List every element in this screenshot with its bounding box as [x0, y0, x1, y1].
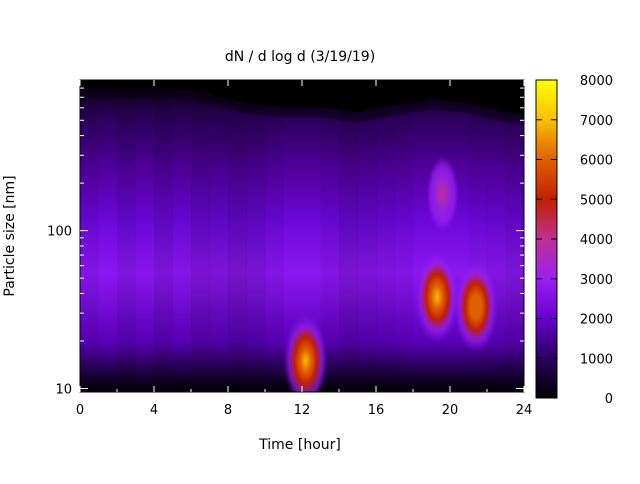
x-tick-label: 0	[76, 403, 84, 418]
x-tick-label: 12	[294, 403, 311, 418]
x-tick-label: 8	[224, 403, 232, 418]
heatmap-column	[172, 80, 192, 392]
colorbar-tick-label: 8000	[580, 74, 613, 89]
no-data-region	[80, 80, 524, 116]
heatmap-feature	[283, 314, 328, 392]
y-tick-label: 10	[55, 382, 72, 397]
heatmap-column	[376, 80, 395, 392]
x-axis-label: Time [hour]	[258, 437, 341, 453]
heatmap-column	[394, 80, 414, 392]
colorbar-tick-label: 5000	[580, 193, 613, 208]
heatmap-column	[209, 80, 229, 392]
heatmap-column	[320, 80, 340, 392]
colorbar-tick-label: 1000	[580, 352, 613, 367]
heatmap-area	[80, 80, 524, 392]
heatmap-columns	[80, 80, 524, 392]
heatmap-column	[191, 80, 210, 392]
colorbar-axis: 0 1000 2000 3000 4000 5000 6000 7000 8000	[536, 74, 613, 407]
heatmap-column	[154, 80, 173, 392]
colorbar-tick-label: 6000	[580, 154, 613, 169]
colorbar-tick-label: 2000	[580, 313, 613, 328]
colorbar-tick-label: 0	[605, 392, 613, 407]
heatmap-column	[117, 80, 136, 392]
cutoff-edge	[80, 88, 524, 125]
heatmap-column	[487, 80, 506, 392]
x-tick-label: 16	[368, 403, 385, 418]
heatmap-column	[136, 80, 155, 392]
chart-title: dN / d log d (3/19/19)	[225, 49, 375, 65]
y-tick-label: 100	[47, 225, 72, 240]
heatmap-column	[228, 80, 247, 392]
heatmap-feature	[453, 260, 498, 353]
heatmap-column	[246, 80, 266, 392]
heatmap-feature	[426, 156, 459, 233]
heatmap-column	[357, 80, 377, 392]
x-axis: 0 4 8 12 16 20 24	[76, 80, 532, 418]
heatmap-column	[339, 80, 358, 392]
upper-cutoff-band	[80, 80, 524, 125]
colorbar-tick-label: 3000	[580, 273, 613, 288]
x-tick-label: 20	[442, 403, 459, 418]
heatmap-column	[80, 80, 99, 392]
y-axis: 10 100	[47, 87, 524, 397]
heatmap-column	[265, 80, 284, 392]
heatmap-feature	[415, 250, 460, 343]
y-axis-label: Particle size [nm]	[2, 175, 18, 296]
heatmap-column	[505, 80, 524, 392]
heatmap-features	[283, 156, 498, 392]
colorbar-tick-label: 7000	[580, 114, 613, 129]
colorbar-tick-label: 4000	[580, 233, 613, 248]
x-tick-label: 4	[150, 403, 158, 418]
x-tick-label: 24	[516, 403, 533, 418]
